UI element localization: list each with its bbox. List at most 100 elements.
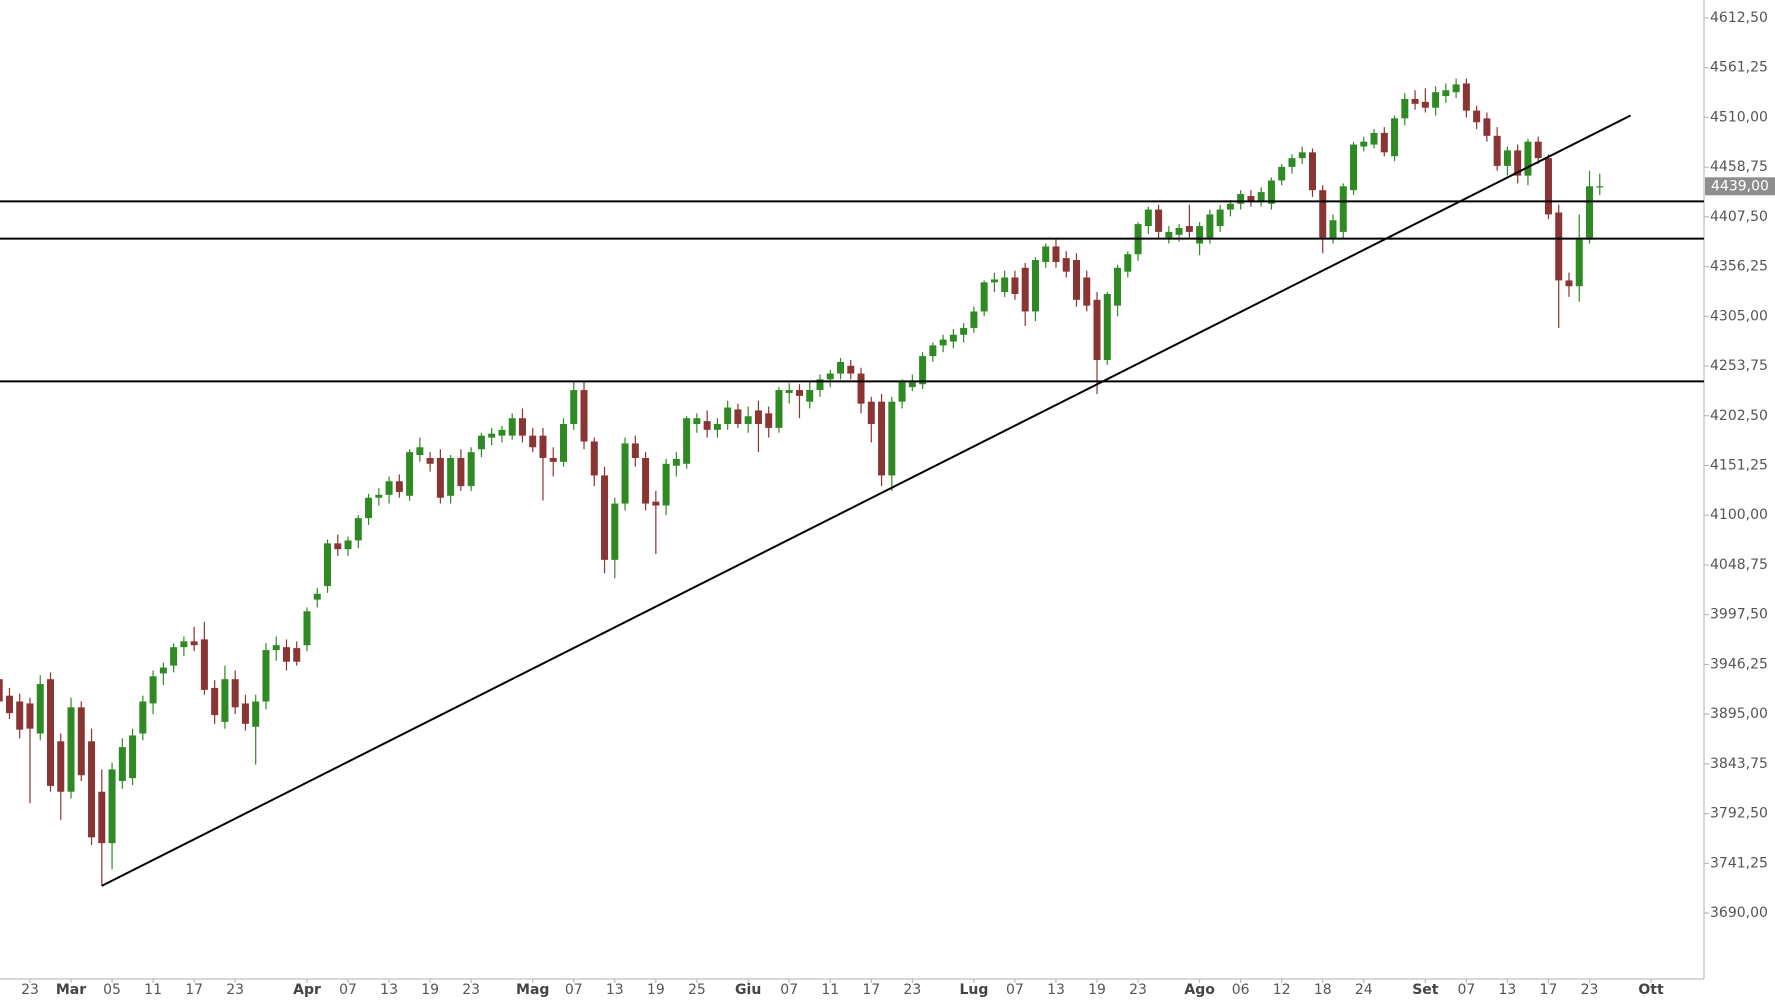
candle-body — [457, 457, 465, 487]
candle-body — [580, 390, 588, 442]
candle-body — [1473, 110, 1481, 123]
y-tick-label: 3946,25 — [1710, 656, 1768, 672]
candle-body — [477, 435, 485, 450]
candle-body — [36, 684, 44, 734]
y-tick-label: 4561,25 — [1710, 60, 1768, 76]
candle-body — [847, 365, 855, 374]
candle-body — [826, 373, 834, 380]
candle-body — [272, 645, 280, 651]
candle-body — [1391, 118, 1399, 157]
x-tick-label: 25 — [688, 982, 706, 998]
candle-body — [98, 791, 106, 844]
x-tick-label: 07 — [780, 982, 798, 998]
candle-body — [1155, 209, 1163, 232]
y-tick-label: 3895,00 — [1710, 706, 1768, 722]
plot-area — [0, 78, 1704, 887]
x-tick-label: 11 — [144, 982, 162, 998]
candle-body — [211, 687, 219, 716]
candle-body — [631, 443, 639, 458]
candle-body — [303, 611, 311, 646]
candle-body — [1052, 246, 1060, 262]
candle-body — [344, 540, 352, 550]
candle-body — [611, 503, 619, 560]
candle-body — [990, 279, 998, 283]
x-tick-label: 13 — [1499, 982, 1517, 998]
candle-body — [1329, 220, 1337, 238]
candle-body — [1462, 83, 1470, 111]
x-tick-label: Ott — [1638, 982, 1664, 998]
x-tick-label: 07 — [1006, 982, 1024, 998]
x-tick-label: 23 — [21, 982, 39, 998]
candle-body — [1196, 226, 1204, 244]
candle-body — [601, 475, 609, 560]
y-tick-label: 3843,75 — [1710, 756, 1768, 772]
candle-body — [5, 695, 13, 714]
candle-body — [765, 413, 773, 428]
candle-body — [1514, 150, 1522, 176]
candle-body — [960, 327, 968, 335]
x-tick-label: Giu — [735, 982, 761, 998]
candle-body — [785, 390, 793, 393]
candle-body — [693, 418, 701, 425]
candle-body — [837, 361, 845, 374]
candle-body — [518, 418, 526, 436]
candle-body — [200, 639, 208, 690]
candle-body — [88, 741, 96, 838]
y-tick-label: 3792,50 — [1710, 806, 1768, 822]
x-tick-label: 12 — [1273, 982, 1291, 998]
x-tick-label: 07 — [339, 982, 357, 998]
x-tick-label: 19 — [647, 982, 665, 998]
candle-body — [775, 390, 783, 428]
candle-body — [375, 494, 383, 498]
candle-body — [1288, 158, 1296, 167]
candle-body — [621, 443, 629, 504]
x-tick-label: 11 — [821, 982, 839, 998]
candle-body — [744, 416, 752, 425]
candle-body — [282, 647, 290, 662]
candle-body — [1278, 166, 1286, 181]
last-price-box — [1705, 177, 1775, 196]
y-tick-label: 3741,25 — [1710, 855, 1768, 871]
candle-body — [1503, 150, 1511, 166]
candle-body — [1021, 267, 1029, 312]
candle-body — [1493, 135, 1501, 166]
y-tick-label: 3997,50 — [1710, 607, 1768, 623]
candle-body — [1360, 141, 1368, 147]
candle-body — [713, 424, 721, 430]
candle-body — [529, 435, 537, 448]
candle-body — [1442, 90, 1450, 97]
candle-body — [149, 676, 157, 704]
trendline — [101, 114, 1631, 887]
candle-body — [1339, 186, 1347, 232]
candle-body — [180, 641, 188, 648]
candle-body — [1062, 258, 1070, 272]
candle-body — [1452, 84, 1460, 93]
candle-body — [241, 703, 249, 724]
x-tick-label: 23 — [1581, 982, 1599, 998]
candle-body — [0, 679, 3, 702]
x-tick-label: 18 — [1314, 982, 1332, 998]
x-tick-label: 23 — [903, 982, 921, 998]
candle-body — [221, 679, 229, 722]
candle-body — [416, 447, 424, 456]
x-tick-label: 13 — [380, 982, 398, 998]
candle-body — [1401, 98, 1409, 119]
candle-body — [590, 441, 598, 476]
candle-body — [1565, 280, 1573, 287]
candle-body — [560, 424, 567, 462]
candle-body — [1298, 152, 1306, 159]
candle-body — [539, 435, 547, 458]
candle-body — [1596, 186, 1604, 188]
candle-body — [293, 648, 301, 662]
candle-body — [754, 410, 762, 425]
candle-body — [108, 769, 116, 844]
candle-body — [1001, 277, 1009, 293]
candle-body — [683, 418, 691, 464]
candle-body — [1206, 214, 1214, 238]
candle-body — [1144, 209, 1152, 227]
candle-body — [1083, 277, 1091, 306]
candle-body — [672, 458, 680, 466]
x-tick-label: 17 — [1540, 982, 1558, 998]
candle-body — [1073, 260, 1080, 300]
